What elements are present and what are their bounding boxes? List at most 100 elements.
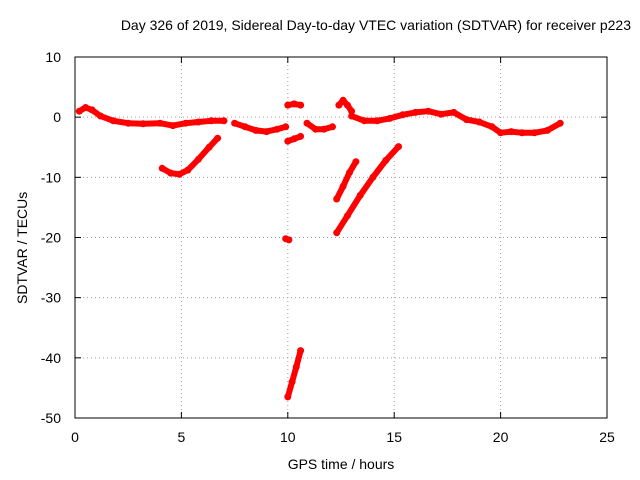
data-point [531,129,539,137]
series-arc-3 [231,119,290,136]
data-point [303,119,311,127]
data-point [252,126,260,134]
series-line [333,143,402,236]
data-point [285,236,293,244]
data-point [124,119,132,127]
series-line [304,120,336,133]
data-point [507,128,515,136]
data-point [339,182,347,190]
data-point [297,101,305,109]
data-point [556,119,564,127]
series-arc-5 [284,132,305,145]
data-point [182,119,190,127]
data-point [450,108,458,116]
x-axis-label: GPS time / hours [287,456,395,472]
data-point [360,117,368,125]
data-point [284,101,292,109]
data-point [207,117,215,125]
data-point [109,117,117,125]
y-tick-label: -40 [41,350,61,366]
series-arc-10 [333,158,360,203]
data-point [297,132,305,140]
data-point [205,143,213,151]
data-point [373,117,381,125]
y-tick-label: 10 [45,49,61,65]
series-line [284,347,304,400]
y-tick-label: -30 [41,290,61,306]
data-marks [75,96,564,401]
data-point [333,229,341,237]
data-point [263,128,270,136]
series-line [333,158,359,202]
grid-lines [75,57,607,418]
data-point [348,112,356,120]
data-point [169,122,177,130]
x-tick-label: 5 [178,429,186,445]
data-point [497,129,505,137]
data-point [75,107,83,115]
series-arc-7 [284,347,305,401]
data-point [356,191,364,199]
data-point [382,157,390,164]
data-point [329,123,336,131]
data-point [282,123,290,131]
data-point [288,378,296,386]
data-point [346,169,353,176]
data-point [475,118,483,126]
data-point [167,169,175,177]
data-point [312,125,319,133]
x-tick-label: 15 [386,429,402,445]
data-point [348,107,356,115]
data-point [399,111,407,119]
data-point [339,96,347,104]
data-point [231,119,239,127]
data-point [297,347,305,355]
y-tick-label: 0 [53,109,61,125]
data-point [424,107,432,115]
x-tick-label: 25 [599,429,615,445]
data-point [284,393,292,401]
x-tick-label: 0 [71,429,79,445]
data-point [395,143,402,151]
axis-ticks: 0 5 10 15 20 25 -50 -40 -30 -20 -10 0 10 [41,49,615,445]
data-point [194,155,202,163]
chart-title-text: Day 326 of 2019, Sidereal Day-to-day VTE… [120,17,631,33]
data-point [97,112,104,120]
data-point [320,125,328,133]
data-point [158,164,166,172]
series-arc-6 [282,235,293,244]
data-point [333,195,341,203]
data-point [82,104,90,111]
series-arc-9 [335,96,356,115]
data-point [284,137,292,145]
data-point [273,125,281,133]
data-point [352,158,360,166]
data-point [292,363,300,371]
data-point [194,118,202,126]
x-tick-label: 20 [493,429,509,445]
y-tick-label: -20 [41,230,61,246]
data-point [343,212,351,220]
data-point [290,135,298,143]
series-arc-4 [284,100,305,109]
data-point [369,173,377,181]
data-point [343,101,351,109]
y-tick-label: -50 [41,410,61,426]
data-point [184,166,192,174]
series-arc-12 [348,107,564,137]
data-point [386,114,394,122]
data-point [175,170,183,178]
data-point [214,134,222,142]
data-point [241,123,249,131]
data-point [488,123,496,131]
y-tick-label: -10 [41,169,61,185]
data-point [543,126,551,134]
x-tick-label: 10 [280,429,296,445]
data-point [335,101,343,109]
data-point [463,116,471,124]
data-point [290,100,298,108]
data-point [139,120,147,128]
chart-title: Day 326 of 2019, Sidereal Day-to-day VTE… [0,17,640,33]
data-point [88,106,96,114]
